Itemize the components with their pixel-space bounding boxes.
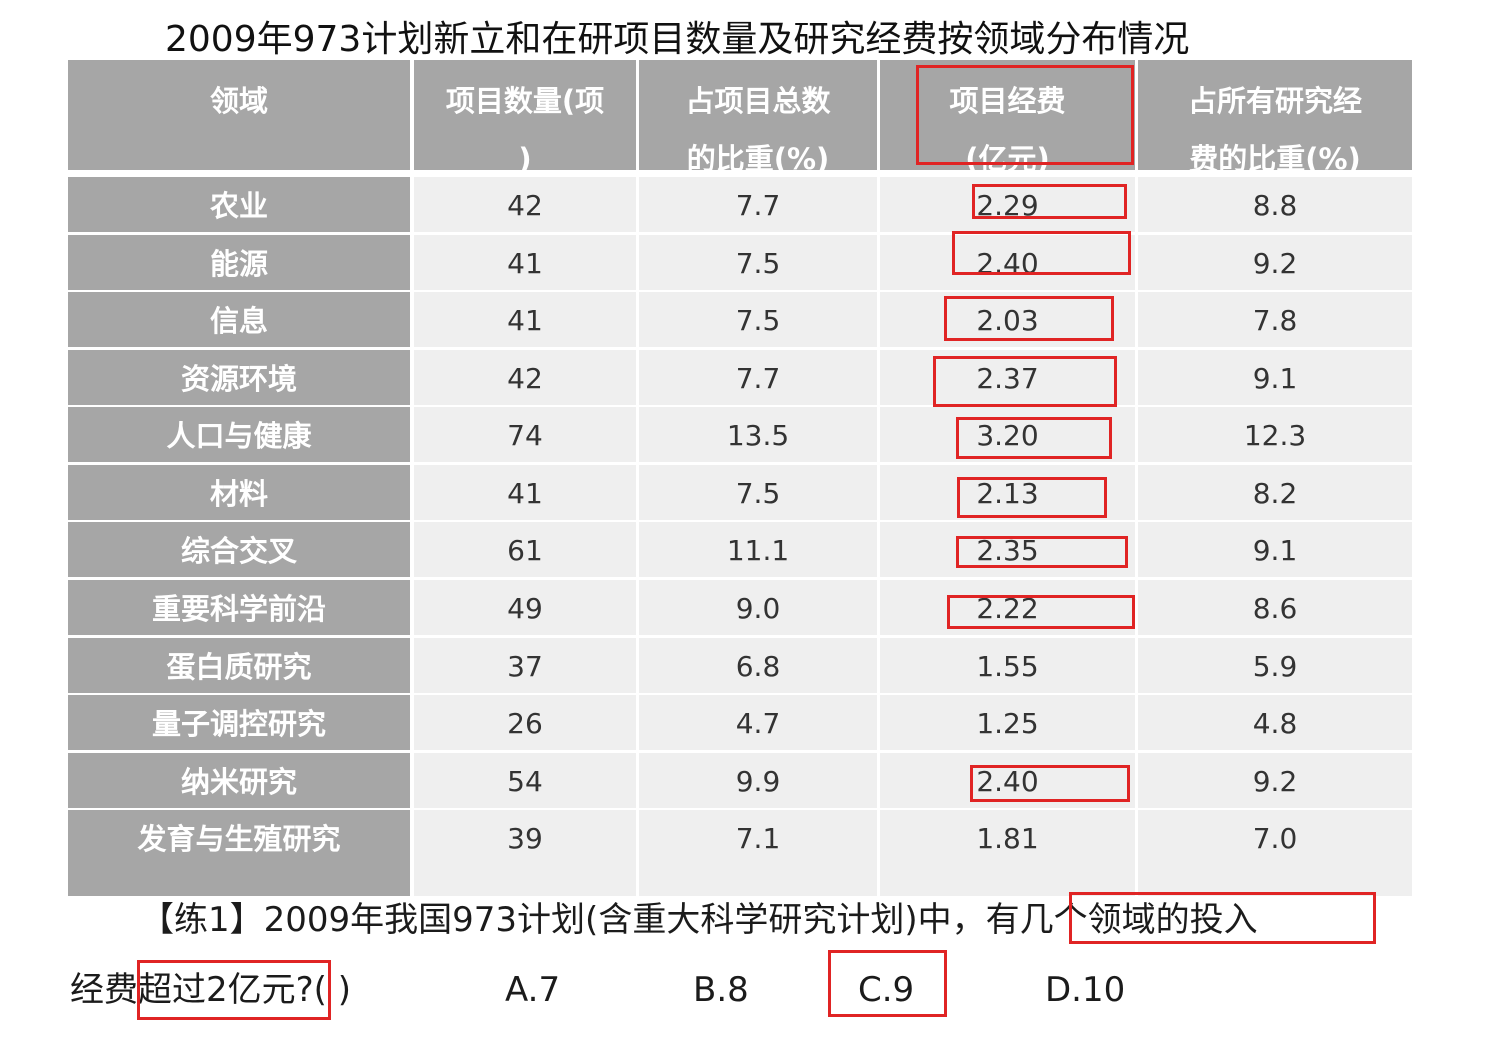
- cell-count: 42: [414, 350, 636, 405]
- cell-share: 11.1: [639, 522, 877, 577]
- cell-count: 49: [414, 580, 636, 635]
- header-count: 项目数量(项 ): [414, 60, 636, 170]
- cell-share: 7.5: [639, 235, 877, 290]
- cell-count: 54: [414, 753, 636, 808]
- table-row: 发育与生殖研究 39 7.1 1.81 7.0: [68, 810, 1412, 896]
- cell-share: 7.7: [639, 350, 877, 405]
- question-line1: 【练1】2009年我国973计划(含重大科学研究计划)中，有几个领域的投入: [140, 900, 1258, 940]
- cell-fund-share: 5.9: [1138, 638, 1412, 693]
- option-c[interactable]: C.9: [858, 970, 915, 1010]
- cell-fund-share: 9.1: [1138, 522, 1412, 577]
- cell-count: 41: [414, 465, 636, 520]
- cell-fund-share: 9.2: [1138, 753, 1412, 808]
- cell-field: 纳米研究: [68, 753, 410, 808]
- cell-fund-share: 8.2: [1138, 465, 1412, 520]
- cell-field: 发育与生殖研究: [68, 810, 410, 896]
- cell-fund-share: 4.8: [1138, 695, 1412, 750]
- cell-funds: 1.25: [880, 695, 1135, 750]
- cell-fund-share: 8.8: [1138, 177, 1412, 232]
- question-line2: 经费超过2亿元?( ): [70, 970, 352, 1010]
- cell-funds: 2.37: [880, 350, 1135, 405]
- cell-share: 9.0: [639, 580, 877, 635]
- cell-funds: 2.40: [880, 753, 1135, 808]
- cell-fund-share: 7.8: [1138, 292, 1412, 347]
- cell-field: 蛋白质研究: [68, 638, 410, 693]
- header-count-line2: ): [518, 142, 532, 170]
- table-row: 蛋白质研究 37 6.8 1.55 5.9: [68, 638, 1412, 693]
- cell-funds: 1.81: [880, 810, 1135, 896]
- cell-funds: 1.55: [880, 638, 1135, 693]
- table-row: 材料 41 7.5 2.13 8.2: [68, 465, 1412, 520]
- cell-funds: 2.40: [880, 235, 1135, 290]
- table-row: 量子调控研究 26 4.7 1.25 4.8: [68, 695, 1412, 750]
- table-row: 重要科学前沿 49 9.0 2.22 8.6: [68, 580, 1412, 635]
- cell-fund-share: 9.1: [1138, 350, 1412, 405]
- cell-share: 4.7: [639, 695, 877, 750]
- cell-field: 重要科学前沿: [68, 580, 410, 635]
- header-funds-line2: (亿元): [965, 142, 1050, 170]
- option-d[interactable]: D.10: [1045, 970, 1126, 1010]
- cell-count: 26: [414, 695, 636, 750]
- table-row: 信息 41 7.5 2.03 7.8: [68, 292, 1412, 347]
- table-row: 人口与健康 74 13.5 3.20 12.3: [68, 407, 1412, 462]
- table-header: 领域 项目数量(项 ) 占项目总数 的比重(%) 项目经费 (亿元) 占所有研究…: [68, 60, 1412, 170]
- cell-share: 7.5: [639, 292, 877, 347]
- header-funds: 项目经费 (亿元): [880, 60, 1135, 170]
- table-row: 能源 41 7.5 2.40 9.2: [68, 235, 1412, 290]
- cell-count: 41: [414, 235, 636, 290]
- cell-funds: 2.22: [880, 580, 1135, 635]
- cell-share: 7.7: [639, 177, 877, 232]
- option-a[interactable]: A.7: [505, 970, 561, 1010]
- cell-count: 37: [414, 638, 636, 693]
- table-row: 农业 42 7.7 2.29 8.8: [68, 177, 1412, 232]
- page-title: 2009年973计划新立和在研项目数量及研究经费按领域分布情况: [165, 19, 1190, 60]
- cell-share: 13.5: [639, 407, 877, 462]
- cell-count: 39: [414, 810, 636, 896]
- cell-funds: 2.35: [880, 522, 1135, 577]
- cell-field: 人口与健康: [68, 407, 410, 462]
- cell-funds: 3.20: [880, 407, 1135, 462]
- cell-field: 农业: [68, 177, 410, 232]
- header-fund-share-line1: 占所有研究经: [1187, 84, 1362, 118]
- header-share-line2: 的比重(%): [686, 142, 830, 170]
- cell-share: 7.1: [639, 810, 877, 896]
- cell-field: 信息: [68, 292, 410, 347]
- cell-count: 41: [414, 292, 636, 347]
- header-fund-share-line2: 费的比重(%): [1189, 142, 1361, 170]
- header-field: 领域: [68, 60, 410, 170]
- table-row: 综合交叉 61 11.1 2.35 9.1: [68, 522, 1412, 577]
- cell-count: 42: [414, 177, 636, 232]
- cell-fund-share: 12.3: [1138, 407, 1412, 462]
- header-fund-share: 占所有研究经 费的比重(%): [1138, 60, 1412, 170]
- cell-fund-share: 8.6: [1138, 580, 1412, 635]
- cell-count: 61: [414, 522, 636, 577]
- cell-count: 74: [414, 407, 636, 462]
- table-row: 纳米研究 54 9.9 2.40 9.2: [68, 753, 1412, 808]
- cell-funds: 2.29: [880, 177, 1135, 232]
- header-field-line1: 领域: [209, 84, 268, 118]
- cell-funds: 2.13: [880, 465, 1135, 520]
- cell-fund-share: 9.2: [1138, 235, 1412, 290]
- cell-field: 材料: [68, 465, 410, 520]
- option-b[interactable]: B.8: [693, 970, 749, 1010]
- header-funds-line1: 项目经费: [949, 84, 1066, 118]
- table-row: 资源环境 42 7.7 2.37 9.1: [68, 350, 1412, 405]
- header-share-line1: 占项目总数: [685, 84, 831, 118]
- cell-share: 9.9: [639, 753, 877, 808]
- cell-funds: 2.03: [880, 292, 1135, 347]
- cell-share: 7.5: [639, 465, 877, 520]
- cell-share: 6.8: [639, 638, 877, 693]
- cell-fund-share: 7.0: [1138, 810, 1412, 896]
- cell-field: 资源环境: [68, 350, 410, 405]
- header-count-line1: 项目数量(项: [445, 84, 605, 118]
- cell-field: 综合交叉: [68, 522, 410, 577]
- cell-field: 量子调控研究: [68, 695, 410, 750]
- cell-field: 能源: [68, 235, 410, 290]
- header-share: 占项目总数 的比重(%): [639, 60, 877, 170]
